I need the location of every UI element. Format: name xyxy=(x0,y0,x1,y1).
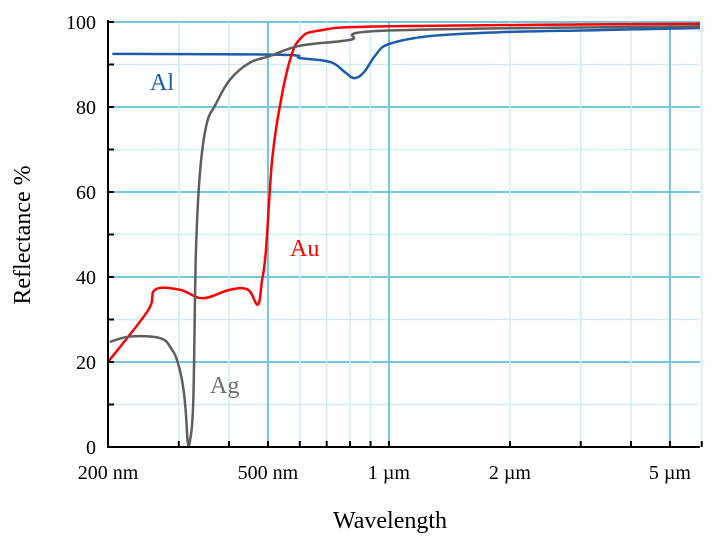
tick-labels: 0 20 40 60 80 100 200 nm 500 nm 1 µm 2 µm 5 µm xyxy=(66,12,691,484)
series-label-au: Au xyxy=(290,236,319,262)
x-tick-label: 200 nm xyxy=(78,462,139,484)
x-tick-label: 1 µm xyxy=(368,462,411,484)
x-axis-label: Wavelength xyxy=(333,508,447,534)
series-line-ag xyxy=(109,25,701,448)
y-tick-label: 40 xyxy=(76,267,96,289)
grid xyxy=(108,21,703,447)
series-label-al: Al xyxy=(150,70,174,96)
x-tick-label: 5 µm xyxy=(649,462,692,484)
y-tick-label: 0 xyxy=(86,437,96,459)
x-tick-label: 500 nm xyxy=(238,462,299,484)
series-label-ag: Ag xyxy=(210,373,239,399)
y-axis-label: Reflectance % xyxy=(10,165,36,304)
series-line-al xyxy=(112,26,701,80)
series-lines xyxy=(107,22,701,448)
series-line-au xyxy=(107,22,701,363)
y-tick-label: 20 xyxy=(76,352,96,374)
axes xyxy=(107,20,703,448)
x-tick-label: 2 µm xyxy=(489,462,532,484)
y-tick-label: 80 xyxy=(76,97,96,119)
y-tick-label: 60 xyxy=(76,182,96,204)
y-tick-label: 100 xyxy=(66,12,96,34)
